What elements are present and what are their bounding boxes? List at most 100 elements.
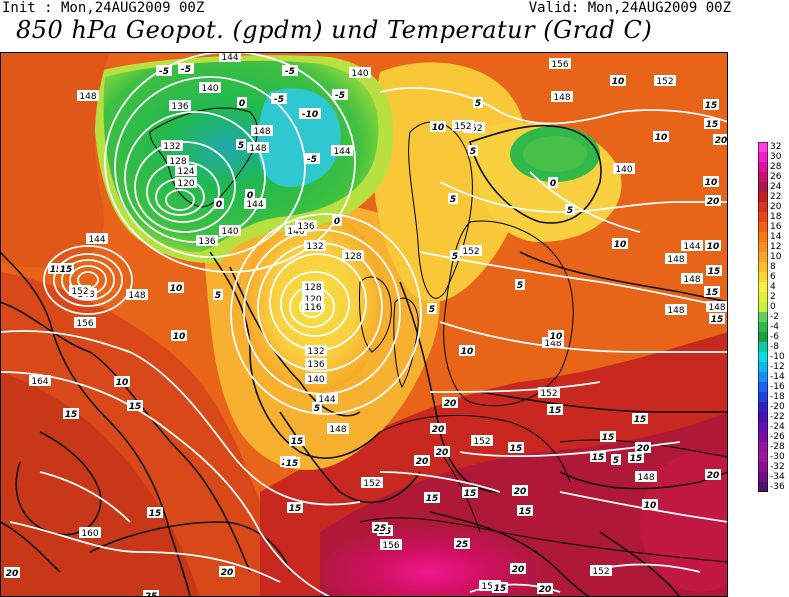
colorbar-tick-label: 6 bbox=[770, 272, 776, 282]
geopotential-label: 148 bbox=[553, 93, 570, 103]
colorbar-tick-label: -12 bbox=[770, 362, 785, 372]
temperature-label: 15 bbox=[50, 265, 63, 275]
temperature-label-bg bbox=[653, 131, 669, 142]
geopotential-label: 136 bbox=[297, 222, 314, 232]
geopotential-label-bg bbox=[86, 233, 108, 244]
geopotential-label-bg bbox=[302, 293, 324, 304]
temperature-label-bg bbox=[600, 431, 616, 442]
temperature-label: 20 bbox=[444, 399, 457, 409]
geopotential-label: 148 bbox=[79, 92, 96, 102]
colorbar-tick-label: 20 bbox=[770, 202, 782, 212]
colorbar-swatch bbox=[758, 412, 768, 423]
colorbar-swatch bbox=[758, 212, 768, 223]
geopotential-label: 152 bbox=[363, 479, 380, 489]
temperature-label-bg bbox=[704, 118, 720, 129]
geopotential-label-bg bbox=[342, 250, 364, 261]
temperature-label: 20 bbox=[707, 197, 720, 207]
temperature-label: 20 bbox=[221, 568, 234, 578]
temperature-colorbar bbox=[758, 142, 768, 492]
temperature-labels: -5 -5 -5-5 -5-10-50500151510510550105101515… bbox=[4, 63, 728, 597]
temperature-label-bg bbox=[332, 89, 348, 100]
geopotential-label-bg bbox=[665, 253, 687, 264]
colorbar-tick-label: 28 bbox=[770, 162, 782, 172]
geopotential-label-bg bbox=[219, 225, 241, 236]
colorbar-swatch bbox=[758, 302, 768, 313]
temperature-label-bg bbox=[611, 454, 621, 465]
geopotential-label-bg bbox=[29, 375, 51, 386]
geopotential-label: 136 bbox=[171, 102, 188, 112]
geopotential-label-bg bbox=[460, 245, 482, 256]
temperature-label-bg bbox=[48, 263, 64, 274]
temperature-label-bg bbox=[289, 435, 305, 446]
temperature-label-bg bbox=[706, 265, 722, 276]
temperature-label: 5 bbox=[567, 206, 573, 216]
temperature-label-bg bbox=[58, 263, 74, 274]
geopotential-label-bg bbox=[302, 301, 324, 312]
temperature-label-bg bbox=[705, 195, 721, 206]
geopotential-label: 152 bbox=[71, 287, 88, 297]
temperature-label-bg bbox=[168, 282, 184, 293]
colorbar-tick-label: -4 bbox=[770, 322, 779, 332]
geopotential-label: 164 bbox=[31, 377, 48, 387]
colorbar-swatch bbox=[758, 282, 768, 293]
temperature-label: 20 bbox=[707, 471, 720, 481]
temperature-label: 5 bbox=[613, 456, 619, 466]
geopotential-label: 128 bbox=[169, 157, 186, 167]
colorbar-swatch bbox=[758, 362, 768, 373]
temperature-label: 10 bbox=[461, 347, 474, 357]
temperature-label: 10 bbox=[614, 240, 627, 250]
geopotential-label: 144 bbox=[318, 395, 335, 405]
temperature-label-bg bbox=[515, 279, 525, 290]
hottest-area bbox=[320, 527, 540, 597]
temperature-label-bg bbox=[147, 507, 163, 518]
colorbar-tick-label: -22 bbox=[770, 412, 785, 422]
geopotential-label: 152 bbox=[454, 122, 471, 132]
temperature-label: 25 bbox=[145, 592, 158, 597]
colorbar-tick-label: -28 bbox=[770, 442, 785, 452]
temperature-label: 5 bbox=[452, 252, 458, 262]
temperature-label-bg bbox=[430, 121, 446, 132]
geopotential-label-bg bbox=[654, 75, 676, 86]
temperature-label: 20 bbox=[6, 569, 19, 579]
temperature-label: 10 bbox=[644, 501, 657, 511]
colorbar-tick-label: 12 bbox=[770, 242, 782, 252]
temperature-label-bg bbox=[547, 404, 563, 415]
temperature-label: -5 bbox=[274, 95, 284, 105]
temperature-label-bg bbox=[127, 400, 143, 411]
temperature-label: 15 bbox=[510, 444, 523, 454]
temperature-label-bg bbox=[245, 189, 255, 200]
colorbar-tick-label: 24 bbox=[770, 182, 782, 192]
temperature-label: 0 bbox=[550, 179, 556, 189]
temperature-label: 15 bbox=[149, 509, 162, 519]
geopotential-label: 148 bbox=[329, 425, 346, 435]
temperature-label: 20 bbox=[715, 136, 728, 146]
temperature-label-bg bbox=[299, 108, 321, 119]
temperature-label: 10 bbox=[655, 133, 668, 143]
geopotential-label: 144 bbox=[88, 235, 105, 245]
temperature-label: 10 bbox=[612, 77, 625, 87]
temperature-label-bg bbox=[713, 134, 728, 145]
temperature-label-bg bbox=[635, 442, 651, 453]
colorbar-swatch bbox=[758, 392, 768, 403]
warm-atlantic-core bbox=[0, 372, 200, 597]
temperature-label-bg bbox=[214, 198, 224, 209]
northwest-warm bbox=[0, 52, 110, 268]
temperature-label: 20 bbox=[416, 457, 429, 467]
temperature-label-bg bbox=[705, 469, 721, 480]
geopotential-label-bg bbox=[471, 435, 493, 446]
colorbar-swatch bbox=[758, 242, 768, 253]
geopotential-label: 140 bbox=[221, 227, 238, 237]
temperature-label: 5 bbox=[517, 281, 523, 291]
temperature-label: 15 bbox=[286, 459, 299, 469]
geopotential-label: 124 bbox=[177, 167, 194, 177]
temperature-label: 5 bbox=[470, 147, 476, 157]
temperature-label: -5 bbox=[159, 67, 169, 77]
temperature-label: -5 bbox=[307, 155, 317, 165]
temperature-label-bg bbox=[590, 451, 606, 462]
temperature-label: 10 bbox=[705, 178, 718, 188]
colorbar-tick-label: 8 bbox=[770, 262, 776, 272]
temperature-label: 15 bbox=[549, 406, 562, 416]
temperature-label: 5 bbox=[475, 99, 481, 109]
colorbar-swatch bbox=[758, 202, 768, 213]
temperature-label: 15 bbox=[706, 288, 719, 298]
